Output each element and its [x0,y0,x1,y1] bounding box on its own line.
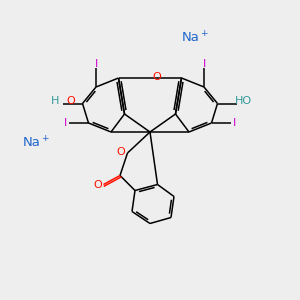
Text: Na: Na [22,136,40,149]
Text: O: O [94,179,103,190]
Text: +: + [41,134,49,143]
Text: O: O [66,95,75,106]
Text: Na: Na [182,31,200,44]
Text: I: I [64,118,67,128]
Text: O: O [116,147,125,157]
Text: O: O [152,71,161,82]
Text: I: I [94,59,98,69]
Text: HO: HO [235,95,252,106]
Text: H: H [51,95,59,106]
Text: I: I [202,59,206,69]
Text: +: + [200,29,208,38]
Text: I: I [233,118,236,128]
